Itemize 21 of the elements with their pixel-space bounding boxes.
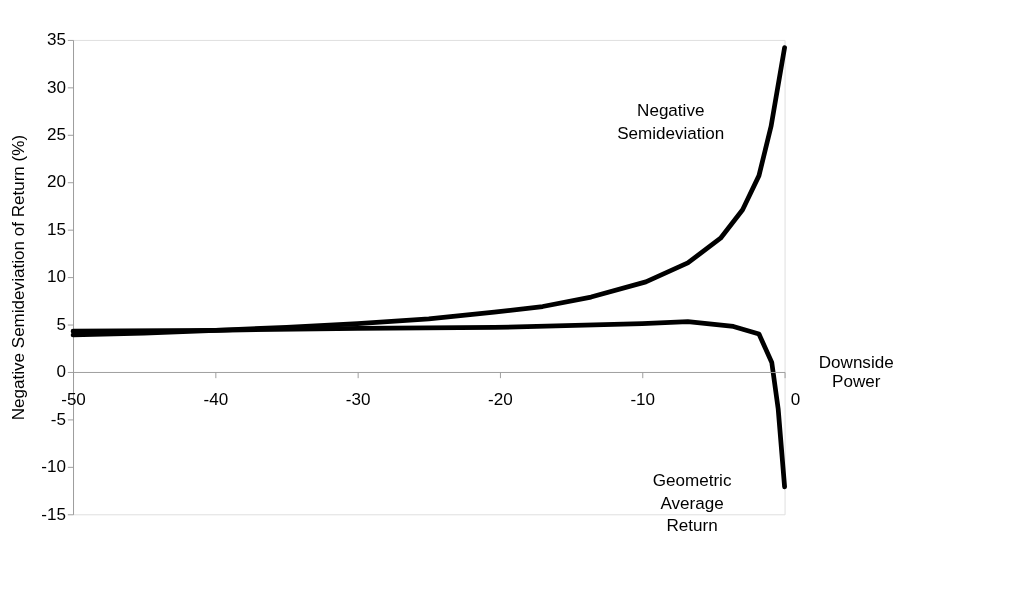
y-tick-label: 30 bbox=[46, 77, 66, 97]
y-tick-label: 25 bbox=[46, 125, 66, 145]
y-axis-title: Negative Semideviation of Return (%) bbox=[9, 134, 29, 421]
y-tick-label: -5 bbox=[50, 409, 66, 429]
x-axis-title: Downside Power bbox=[818, 352, 894, 391]
y-tick-label: 35 bbox=[46, 30, 66, 50]
x-tick-label: -30 bbox=[345, 389, 371, 409]
x-tick-label: 0 bbox=[790, 389, 801, 409]
y-tick-label: -10 bbox=[41, 457, 66, 477]
x-tick-label: -40 bbox=[203, 389, 229, 409]
x-tick-label: -10 bbox=[630, 389, 656, 409]
x-tick-label: -20 bbox=[488, 389, 513, 409]
y-tick-label: 10 bbox=[46, 267, 66, 287]
annotation: Geometric Average Return bbox=[652, 470, 732, 536]
x-tick-label: -50 bbox=[61, 389, 86, 409]
y-tick-label: 15 bbox=[46, 219, 66, 239]
y-tick-label: 20 bbox=[46, 172, 66, 192]
annotation: Negative Semideviation bbox=[617, 100, 725, 143]
y-tick-label: -15 bbox=[41, 504, 66, 524]
y-tick-label: 5 bbox=[56, 314, 66, 334]
y-tick-label: 0 bbox=[56, 362, 66, 382]
